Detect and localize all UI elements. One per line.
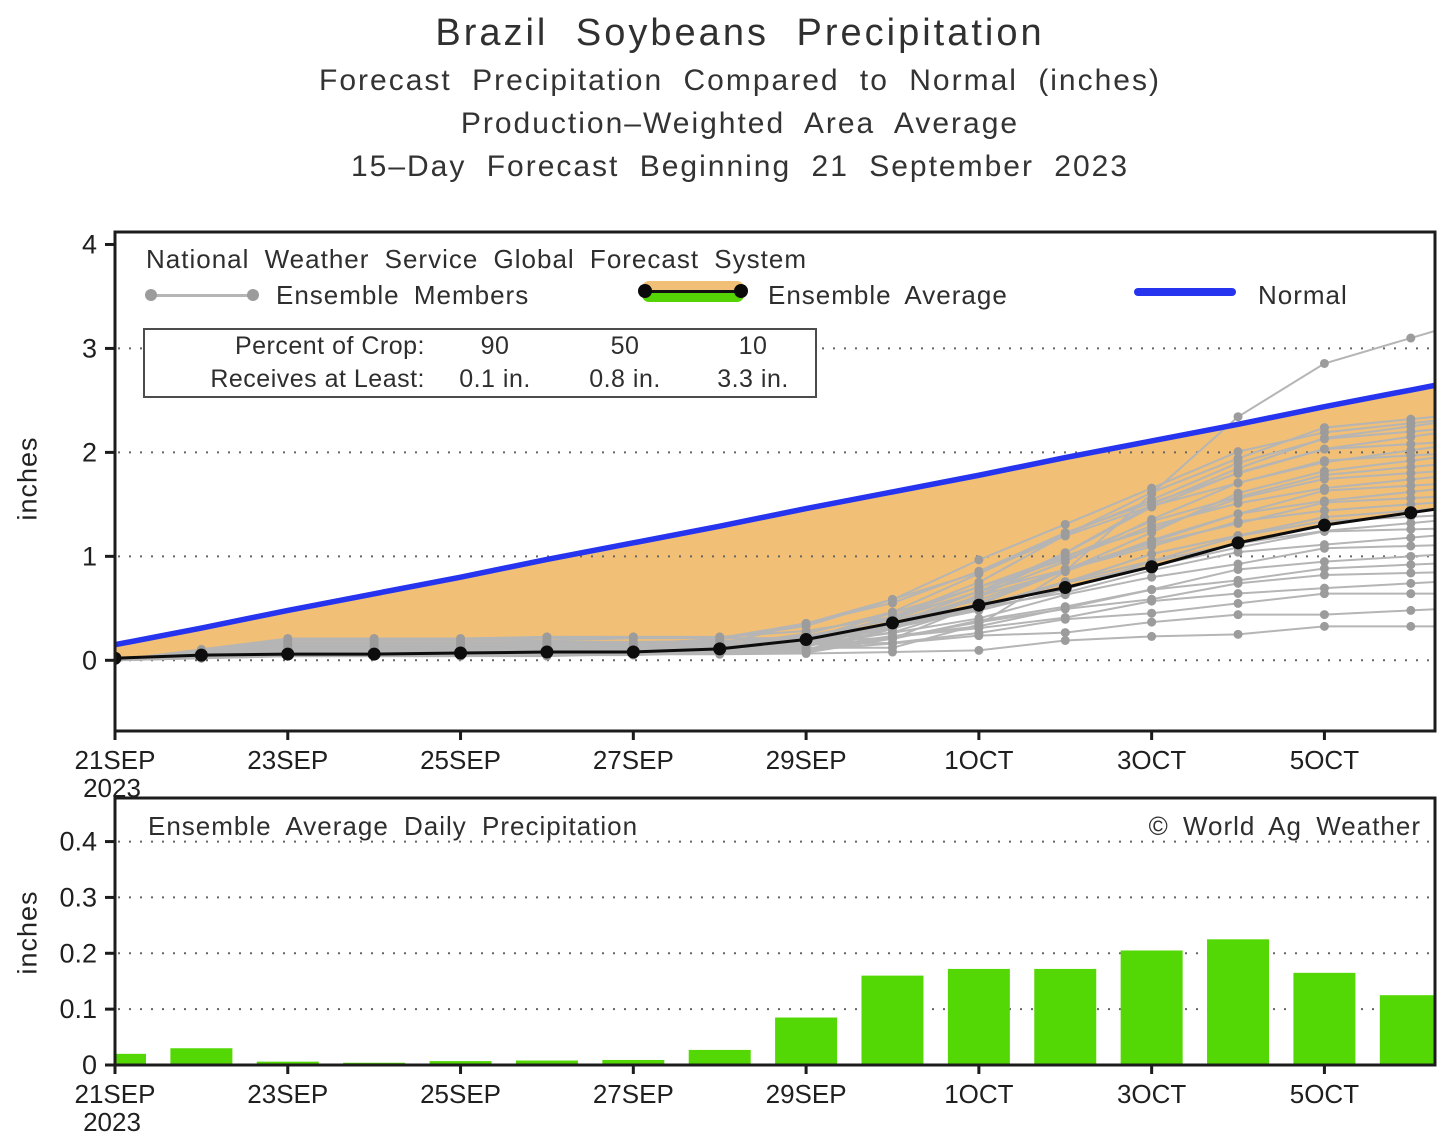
svg-text:23SEP: 23SEP [247, 1079, 328, 1109]
deficit-band-icon [642, 281, 744, 292]
precip-bar [861, 975, 924, 1065]
gray-dot-icon [145, 289, 157, 301]
precip-bar [602, 1059, 665, 1065]
precip-bar [775, 1017, 838, 1065]
svg-text:0: 0 [82, 645, 97, 675]
ensemble-average-legend-label: Ensemble Average [768, 280, 1008, 310]
svg-text:27SEP: 27SEP [593, 1079, 674, 1109]
svg-text:5OCT: 5OCT [1290, 745, 1359, 775]
svg-text:3: 3 [82, 333, 97, 363]
normal-legend-swatch [1134, 288, 1236, 296]
daily-precip-bars [115, 939, 1435, 1065]
table-cell: 90 [480, 332, 510, 360]
title-block: Brazil Soybeans Precipitation Forecast P… [35, 0, 1445, 184]
subtitle-forecast-period: 15–Day Forecast Beginning 21 September 2… [350, 150, 1130, 183]
normal-line [115, 382, 1435, 648]
precip-bar [115, 1053, 146, 1065]
subtitle-compared-to-normal: Forecast Precipitation Compared to Norma… [319, 64, 1161, 97]
average-line-icon [642, 290, 744, 293]
crop-probability-table: Percent of Crop: 90 50 10 Receives at Le… [143, 328, 817, 398]
normal-legend-label: Normal [1258, 280, 1348, 310]
black-dot-icon [638, 284, 652, 298]
precip-bar [688, 1049, 751, 1065]
svg-text:1OCT: 1OCT [944, 1079, 1013, 1109]
svg-text:3OCT: 3OCT [1117, 1079, 1186, 1109]
precip-bar [1120, 950, 1183, 1065]
legend-source-text: National Weather Service Global Forecast… [146, 244, 807, 274]
copyright-watermark: © World Ag Weather [1148, 811, 1421, 841]
table-row-label: Percent of Crop: [234, 332, 425, 360]
page-title: Brazil Soybeans Precipitation [435, 12, 1045, 54]
table-cell: 0.1 in. [459, 365, 531, 393]
svg-text:1: 1 [82, 541, 97, 571]
precip-bar [170, 1048, 233, 1065]
ensemble-members-legend-label: Ensemble Members [276, 280, 530, 310]
precip-bar [1293, 972, 1356, 1065]
svg-text:2023: 2023 [83, 1107, 141, 1135]
bottom-chart-y-axis-label: inches [12, 890, 43, 975]
svg-text:29SEP: 29SEP [766, 745, 847, 775]
svg-text:23SEP: 23SEP [247, 745, 328, 775]
black-dot-icon [734, 284, 748, 298]
table-row-label: Receives at Least: [210, 365, 425, 393]
table-cell: 0.8 in. [589, 365, 661, 393]
table-cell: 10 [738, 332, 768, 360]
precip-bar [1379, 995, 1435, 1065]
table-cell: 50 [610, 332, 640, 360]
ensemble-members-legend-swatch [145, 289, 259, 301]
table-cell: 3.3 in. [717, 365, 789, 393]
precip-bar [1207, 939, 1270, 1065]
svg-text:21SEP: 21SEP [75, 1079, 156, 1109]
deficit-fill-area [115, 385, 1435, 659]
svg-text:0: 0 [82, 1050, 97, 1080]
bottom-chart-title: Ensemble Average Daily Precipitation [148, 811, 639, 841]
precip-bar [515, 1060, 578, 1065]
precip-bar [429, 1061, 492, 1065]
svg-text:0.3: 0.3 [59, 882, 97, 912]
svg-text:5OCT: 5OCT [1290, 1079, 1359, 1109]
precip-bar [947, 968, 1010, 1065]
ensemble-average-legend-swatch [638, 281, 748, 303]
top-chart-y-axis-label: inches [12, 436, 43, 521]
svg-text:4: 4 [82, 229, 97, 259]
svg-text:3OCT: 3OCT [1117, 745, 1186, 775]
ensemble-average-line [115, 506, 1435, 665]
svg-text:25SEP: 25SEP [420, 745, 501, 775]
svg-text:21SEP: 21SEP [75, 745, 156, 775]
svg-text:29SEP: 29SEP [766, 1079, 847, 1109]
gray-dot-icon [247, 289, 259, 301]
surplus-band-icon [642, 292, 744, 302]
svg-text:1OCT: 1OCT [944, 745, 1013, 775]
svg-text:0.1: 0.1 [59, 994, 97, 1024]
svg-text:27SEP: 27SEP [593, 745, 674, 775]
svg-text:0.4: 0.4 [59, 827, 97, 857]
gray-line-icon [151, 294, 253, 297]
precip-bar [256, 1061, 319, 1065]
svg-text:2: 2 [82, 437, 97, 467]
subtitle-area-average: Production–Weighted Area Average [460, 107, 1020, 140]
precip-bar [1034, 968, 1097, 1065]
svg-text:0.2: 0.2 [59, 938, 97, 968]
svg-text:25SEP: 25SEP [420, 1079, 501, 1109]
